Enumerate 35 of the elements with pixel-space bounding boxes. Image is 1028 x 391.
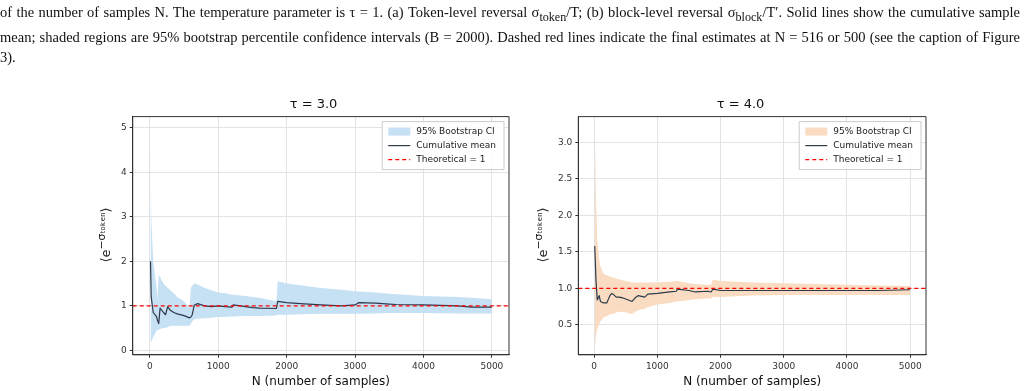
legend-label: 95% Bootstrap CI (833, 125, 912, 136)
x-tick-label: 2000 (275, 360, 299, 371)
y-tick-label: 4 (120, 166, 127, 177)
x-tick-label: 5000 (898, 360, 922, 371)
y-tick-label: 2.5 (557, 173, 573, 184)
y-tick-label: 2.0 (557, 209, 573, 220)
legend-label: Cumulative mean (416, 139, 497, 150)
x-axis-title: N (number of samples) (251, 373, 390, 388)
x-tick-label: 4000 (412, 360, 436, 371)
y-tick-label: 1 (120, 300, 127, 311)
y-tick-label: 0 (120, 344, 127, 355)
legend-label: Theoretical = 1 (415, 153, 486, 164)
chart-title: τ = 4.0 (716, 96, 765, 112)
x-tick-label: 5000 (480, 360, 504, 371)
x-tick-label: 4000 (835, 360, 859, 371)
legend-label: 95% Bootstrap CI (416, 125, 495, 136)
y-tick-label: 3.0 (557, 136, 573, 147)
y-tick-label: 5 (120, 122, 127, 133)
text: of the number of samples N. The temperature parameter is τ = 1. (a) Token-level reversal σ$_{token}$/T; (b) block-level reversal σ$_{block}$/T′. Solid lines show the cumulative sample mean; shaded regions are 95% bootstrap percentile confidence intervals (B = 2000). Dashed red lines indicate the final estimates at N = 516 or 500 (see the caption of Figure 3). (0, 3, 1020, 67)
legend-label: Theoretical = 1 (832, 153, 903, 164)
legend-label: Cumulative mean (833, 139, 914, 150)
x-tick-label: 0 (146, 360, 153, 371)
x-tick-label: 0 (591, 360, 598, 371)
y-tick-label: 2 (120, 255, 127, 266)
y-tick-label: 0.5 (557, 319, 573, 330)
x-axis-title: N (number of samples) (683, 373, 822, 388)
x-tick-label: 3000 (772, 360, 796, 371)
x-tick-label: 3000 (343, 360, 367, 371)
y-tick-label: 1.5 (557, 246, 573, 257)
chart-title: τ = 3.0 (289, 96, 338, 112)
y-tick-label: 3 (120, 211, 127, 222)
x-tick-label: 2000 (709, 360, 733, 371)
x-tick-label: 1000 (645, 360, 670, 371)
x-tick-label: 1000 (206, 360, 230, 371)
y-tick-label: 1.0 (557, 282, 573, 293)
